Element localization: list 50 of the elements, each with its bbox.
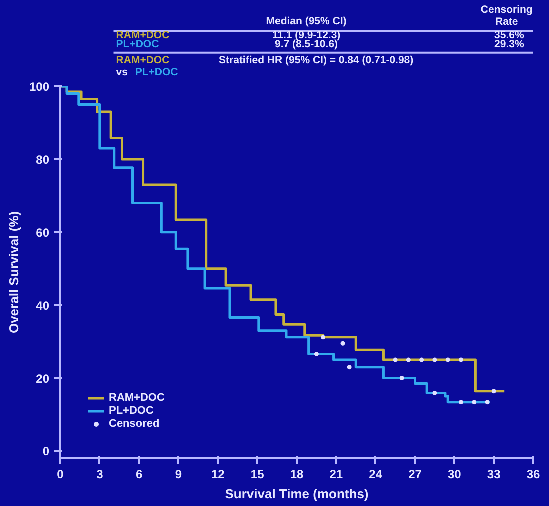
y-axis-title: Overall Survival (%) [6,211,22,334]
x-tick-label: 30 [448,468,462,482]
x-tick-label: 3 [96,468,104,482]
y-tick-label: 60 [36,226,50,240]
text: PL+DOC [116,38,160,51]
text: 35.6% [494,29,525,42]
legend-label: RAM+DOC [109,392,165,404]
y-tick-label: 100 [29,80,50,94]
text: Median (95% CI) [266,16,347,28]
x-tick-label: 12 [211,468,226,482]
x-axis-title: Survival Time (months) [225,486,369,502]
text: RAM+DOC [116,29,170,42]
legend-label: Censored [109,418,160,430]
point [446,358,450,362]
point [314,352,319,356]
x-tick-label: 18 [290,468,304,482]
y-tick-label: 80 [36,152,50,167]
legend-label: PL+DOC [109,405,154,417]
text: PL+DOC [135,66,179,78]
point [432,390,438,396]
x-tick-label: 27 [408,468,422,482]
point [492,389,496,394]
x-tick-label: 0 [57,468,64,482]
point [472,400,477,405]
text: vs [116,66,128,78]
y-tick-label: 20 [36,372,50,386]
point [340,341,346,346]
point [458,358,464,362]
x-tick-label: 15 [250,468,265,482]
point [485,400,490,405]
point [458,400,464,405]
x-tick-label: 24 [369,468,383,482]
x-tick-label: 9 [175,468,182,482]
y-tick-label: 40 [36,298,50,313]
x-tick-label: 6 [136,468,143,482]
x-tick-label: 36 [526,468,540,482]
text: RAM+DOC [116,54,170,67]
x-tick-label: 21 [330,468,344,482]
point [420,358,424,362]
point [432,358,438,362]
text: Censoring Rate [480,4,533,28]
point [393,358,398,362]
text: 29.3% [494,38,525,51]
y-tick-label: 0 [42,444,50,459]
text: Stratified HR (95% CI) = 0.84 (0.71-0.98) [219,54,414,67]
point [400,376,404,381]
point [406,358,411,362]
point [347,365,352,370]
point [321,335,326,340]
x-tick-label: 33 [487,468,502,482]
